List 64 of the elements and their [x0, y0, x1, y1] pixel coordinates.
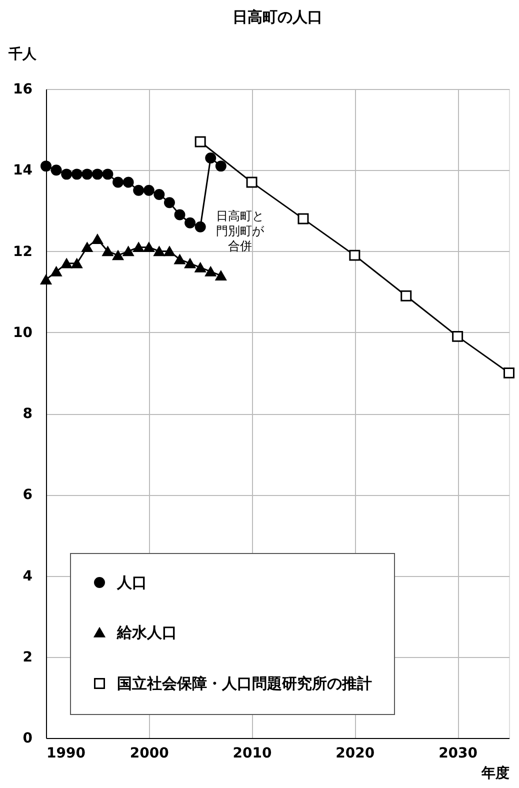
- point: [174, 209, 186, 220]
- point: [61, 258, 72, 268]
- point: [122, 246, 134, 256]
- point: [194, 136, 206, 148]
- y-tick-label: 0: [22, 730, 33, 746]
- point: [71, 258, 82, 268]
- chart-title: 日高町の人口: [232, 8, 322, 26]
- y-tick-label: 4: [22, 568, 33, 584]
- x-tick-label: 2000: [130, 746, 170, 762]
- y-axis-title: 千人: [8, 46, 38, 62]
- point: [164, 197, 175, 208]
- point: [164, 246, 175, 256]
- y-tick-label: 2: [22, 649, 32, 666]
- point: [112, 176, 124, 188]
- annotation: 日高町と門別町が合併: [216, 209, 265, 253]
- point: [205, 152, 216, 164]
- point: [92, 168, 103, 180]
- point: [82, 242, 93, 252]
- x-tick-label: 2030: [438, 746, 478, 762]
- legend-label: 国立社会保障・人口問題研究所の推計: [117, 674, 372, 692]
- point: [246, 176, 258, 188]
- point: [133, 184, 144, 196]
- point: [194, 221, 206, 232]
- legend-label: 人口: [116, 574, 147, 592]
- point: [40, 274, 52, 284]
- y-tick-label: 12: [13, 244, 32, 260]
- point: [143, 184, 154, 196]
- y-tick-label: 6: [22, 487, 32, 504]
- point: [215, 160, 226, 172]
- y-tick-label: 16: [13, 82, 32, 98]
- point: [154, 188, 165, 200]
- point: [50, 164, 62, 176]
- point: [102, 246, 114, 256]
- point: [194, 262, 206, 272]
- point: [452, 330, 464, 342]
- point: [143, 242, 154, 252]
- point: [50, 266, 62, 276]
- x-tick-label: 1990: [46, 746, 86, 762]
- point: [504, 367, 514, 378]
- point: [112, 250, 124, 260]
- x-tick-label: 2020: [336, 746, 375, 762]
- point: [82, 168, 93, 180]
- point: [102, 168, 114, 180]
- y-tick-label: 10: [13, 324, 33, 341]
- point: [184, 217, 196, 228]
- x-axis-title: 年度: [480, 764, 510, 782]
- legend-label: 給水人口: [116, 624, 177, 642]
- point: [184, 258, 196, 268]
- point: [133, 242, 144, 252]
- y-tick-label: 14: [13, 162, 33, 179]
- point: [71, 168, 82, 180]
- point: [298, 213, 309, 224]
- y-tick-label: 8: [22, 406, 32, 422]
- point: [174, 254, 186, 264]
- x-tick-label: 2010: [232, 746, 272, 762]
- point: [154, 246, 165, 256]
- point: [349, 250, 360, 261]
- point: [92, 234, 103, 244]
- point: [61, 168, 72, 180]
- point: [215, 270, 226, 280]
- point: [205, 266, 216, 276]
- point: [122, 176, 134, 188]
- point: [400, 290, 412, 302]
- point: [40, 160, 52, 172]
